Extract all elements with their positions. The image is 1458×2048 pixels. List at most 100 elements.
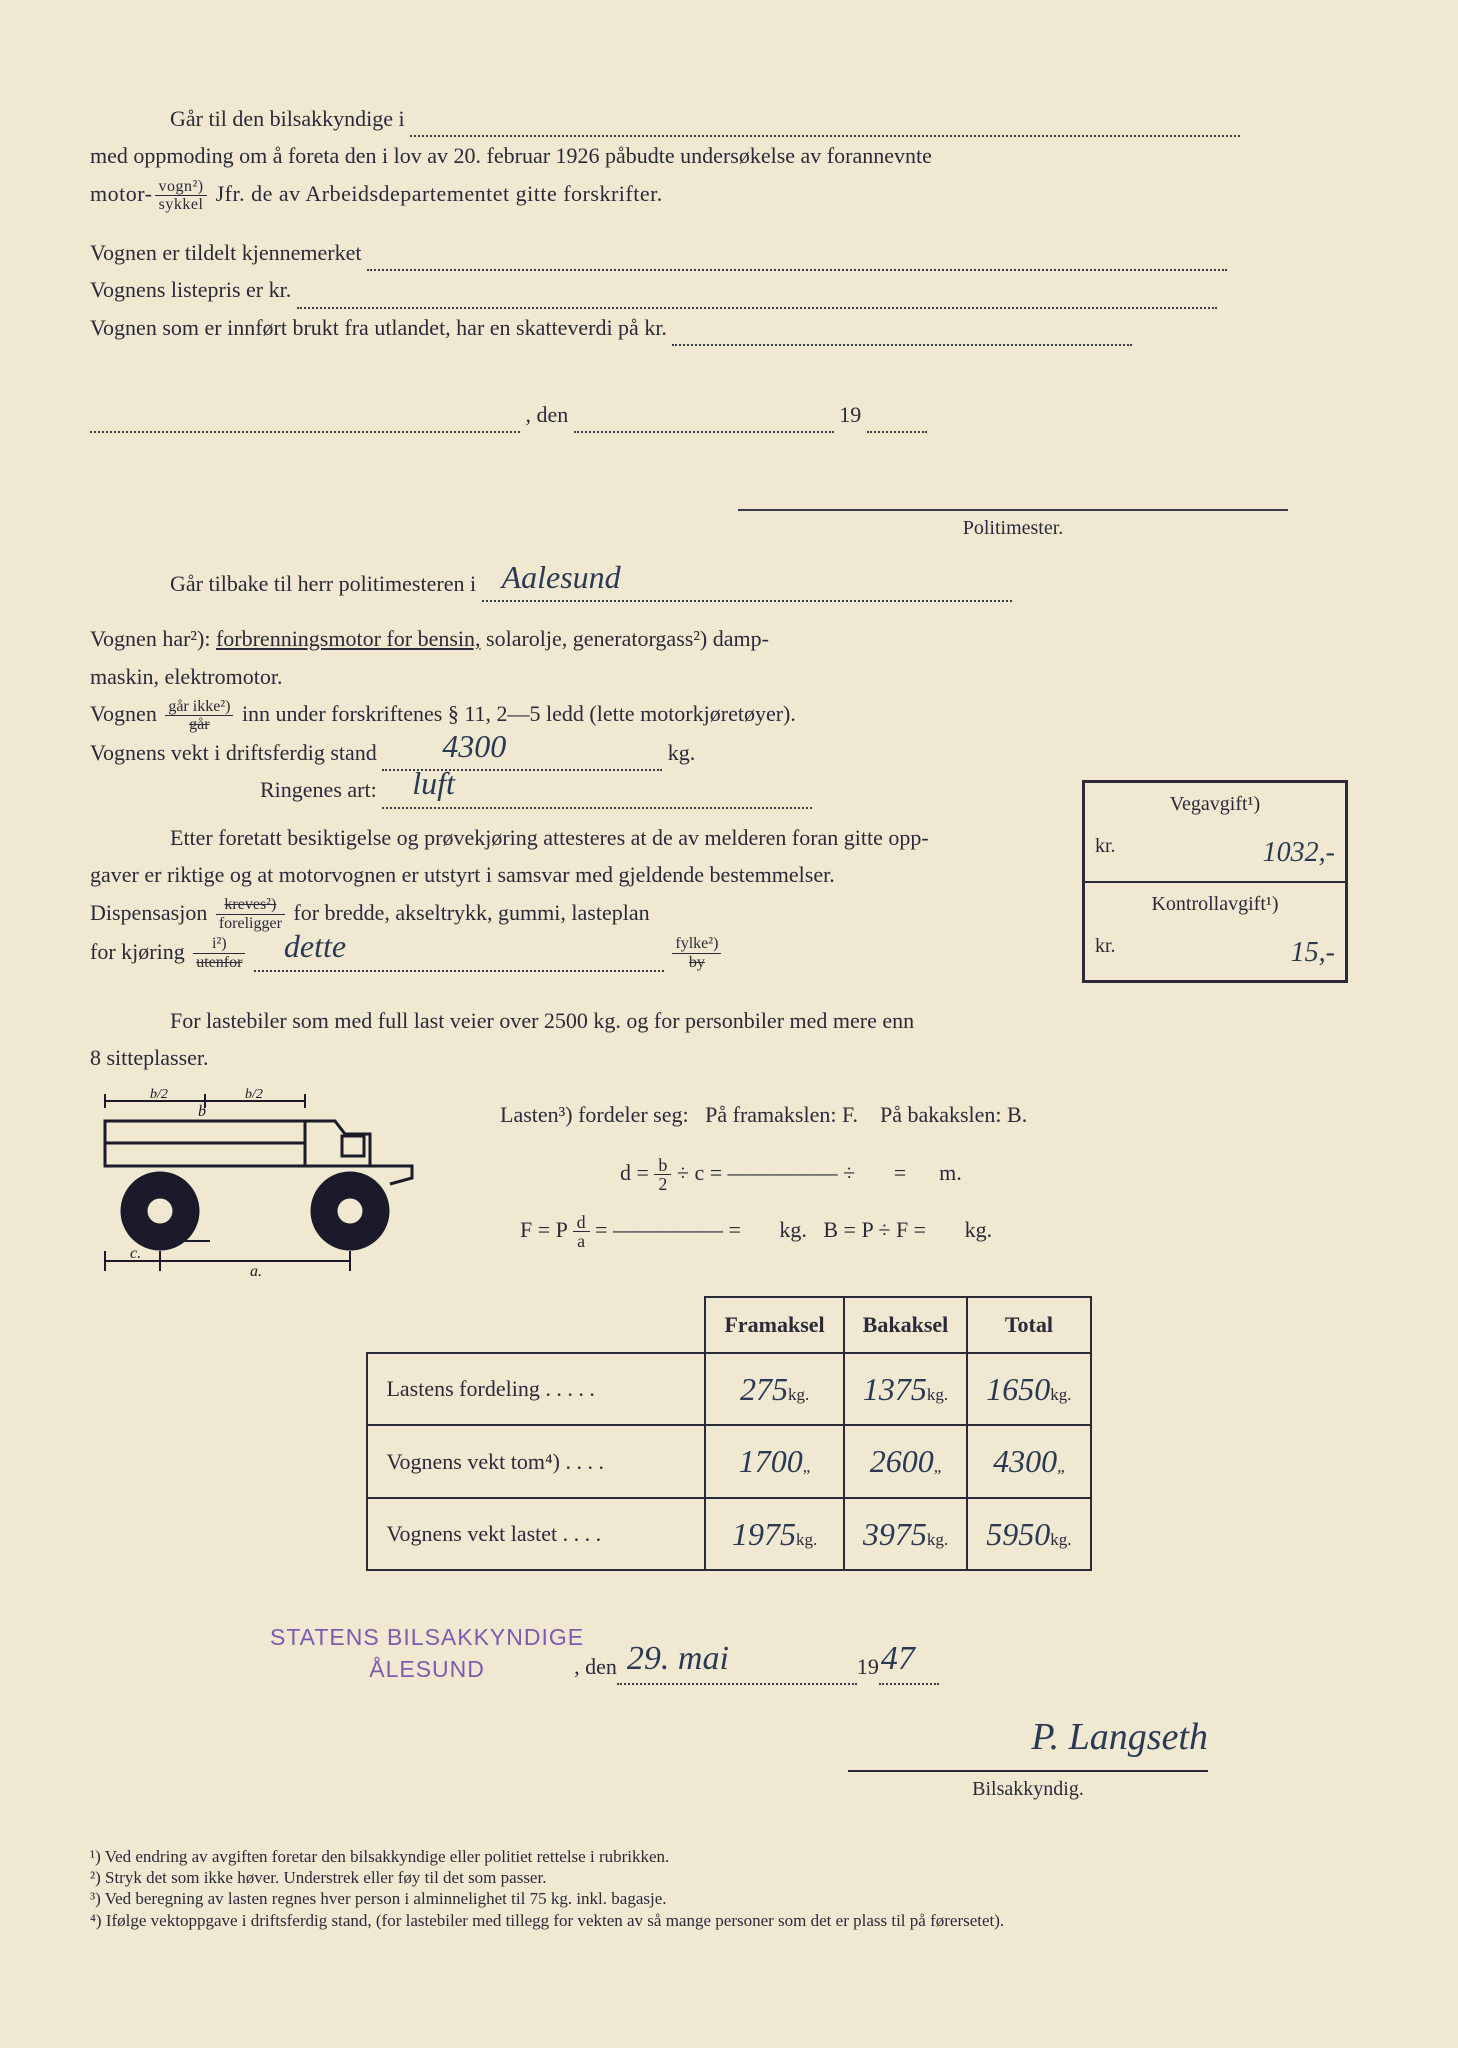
unit: „ [934, 1457, 942, 1476]
field-kjoring: dette [254, 948, 664, 972]
table-row: Vognens vekt tom⁴) . . . . 1700„ 2600„ 4… [367, 1425, 1090, 1497]
row1-label: Lastens fordeling . . . . . [367, 1353, 705, 1425]
val: 3975 [863, 1516, 927, 1552]
val: 1975 [732, 1516, 796, 1552]
handwritten-year: 47 [881, 1630, 915, 1688]
cell: 4300„ [967, 1425, 1090, 1497]
text: Vognens vekt i driftsferdig stand [90, 740, 377, 765]
text: 19 [839, 402, 861, 427]
frac-bot: by [672, 954, 721, 972]
text: Dispensasjon [90, 900, 213, 925]
para2-line2b: maskin, elektromotor. [90, 658, 1368, 695]
frac-bot: foreligger [216, 915, 285, 933]
underlined-motor: forbrenningsmotor for bensin, [216, 626, 481, 651]
truck-diagram: c. a. d b/2 b/2 b [90, 1086, 460, 1276]
field-ringenes: luft [382, 785, 812, 809]
text: Vognen er tildelt kjennemerket [90, 240, 361, 265]
cell: 2600„ [844, 1425, 968, 1497]
kr: kr. [1095, 829, 1116, 877]
para3-intro-b: 8 sitteplasser. [90, 1039, 1368, 1076]
footnote-4: ⁴) Ifølge vektoppgave i driftsferdig sta… [90, 1910, 1368, 1931]
svg-text:b: b [198, 1103, 206, 1120]
text: Jfr. de av Arbeidsdepartementet gitte fo… [210, 181, 663, 206]
unit: „ [1057, 1457, 1065, 1476]
unit: kg. [927, 1385, 948, 1404]
val: 275 [740, 1371, 788, 1407]
blank-field [90, 409, 520, 433]
text: maskin, elektromotor. [90, 664, 282, 689]
svg-text:a.: a. [250, 1263, 262, 1276]
unit: kg. [796, 1530, 817, 1549]
signature-block: STATENS BILSAKKYNDIGE ÅLESUND , den 29. … [90, 1621, 1368, 1685]
signature-area: P. Langseth Bilsakkyndig. [90, 1705, 1368, 1806]
text: kg. [668, 740, 696, 765]
cell: 5950kg. [967, 1498, 1090, 1570]
footnotes: ¹) Ved endring av avgiften foretar den b… [90, 1846, 1368, 1931]
unit: kg. [1050, 1530, 1071, 1549]
field-politimester-sted: Aalesund [482, 578, 1012, 602]
text: På bakakslen: B. [880, 1102, 1027, 1127]
stamp: STATENS BILSAKKYNDIGE ÅLESUND [270, 1621, 584, 1685]
text: På framakslen: F. [705, 1102, 858, 1127]
blank-field [367, 247, 1227, 271]
frac-bot: utenfor [193, 954, 245, 972]
text: Vognens listepris er kr. [90, 277, 291, 302]
text: motor- [90, 181, 152, 206]
text: Ringenes art: [260, 777, 377, 802]
vegavgift-value: 1032,- [1263, 829, 1335, 877]
year-field: 47 [879, 1661, 939, 1685]
vegavgift-val-row: kr. 1032,- [1085, 825, 1345, 883]
svg-text:d: d [180, 1225, 189, 1242]
col-framaksel: Framaksel [705, 1297, 843, 1352]
unit: „ [803, 1457, 811, 1476]
val: 5950 [986, 1516, 1050, 1552]
para1-line4: Vognen er tildelt kjennemerket [90, 234, 1368, 271]
fraction-gaar: går ikke²)går [165, 698, 233, 734]
signature-line [738, 487, 1288, 511]
politimester-label: Politimester. [738, 511, 1288, 545]
cell: 1975kg. [705, 1498, 843, 1570]
vegavgift-label: Vegavgift¹) [1170, 787, 1260, 821]
frac-bot: sykkel [155, 196, 206, 214]
stamp-line2: ÅLESUND [270, 1653, 584, 1685]
text: for kjøring [90, 939, 190, 964]
text: Går til den bilsakkyndige i [170, 106, 405, 131]
table-row: Vognens vekt lastet . . . . 1975kg. 3975… [367, 1498, 1090, 1570]
frac-top: vogn²) [155, 178, 206, 197]
role-label: Bilsakkyndig. [848, 1772, 1208, 1806]
para1-line6: Vognen som er innført brukt fra utlandet… [90, 309, 1368, 346]
handwritten-luft: luft [412, 756, 455, 810]
text: 8 sitteplasser. [90, 1045, 209, 1070]
unit: kg. [788, 1385, 809, 1404]
kontroll-val-row: kr. 15,- [1085, 925, 1345, 981]
kr: kr. [1095, 929, 1116, 977]
svg-text:c.: c. [130, 1245, 141, 1262]
fraction-vogn-sykkel: vogn²)sykkel [155, 178, 206, 214]
text: For lastebiler som med full last veier o… [170, 1008, 914, 1033]
cell: 1375kg. [844, 1353, 968, 1425]
cell: 1700„ [705, 1425, 843, 1497]
unit: kg. [927, 1530, 948, 1549]
val: 4300 [993, 1443, 1057, 1479]
val: 1375 [863, 1371, 927, 1407]
fee-box: Vegavgift¹) kr. 1032,- Kontrollavgift¹) … [1082, 780, 1348, 983]
val: 2600 [870, 1443, 934, 1479]
blank-field [867, 409, 927, 433]
text: solarolje, generatorgass²) damp- [481, 626, 769, 651]
text: Lasten³) fordeler seg: [500, 1102, 689, 1127]
footnote-1: ¹) Ved endring av avgiften foretar den b… [90, 1846, 1368, 1867]
fraction-fylkeby: fylke²)by [672, 935, 721, 971]
frac-top: kreves²) [216, 896, 285, 915]
document-page: Går til den bilsakkyndige i med oppmodin… [0, 0, 1458, 2048]
row2-label: Vognens vekt tom⁴) . . . . [367, 1425, 705, 1497]
kontroll-label: Kontrollavgift¹) [1151, 887, 1278, 921]
truck-and-formula-row: c. a. d b/2 b/2 b Lasten³) fordeler seg:… [90, 1086, 1368, 1276]
text: Etter foretatt besiktigelse og prøvekjør… [170, 825, 929, 850]
footnote-3: ³) Ved beregning av lasten regnes hver p… [90, 1888, 1368, 1909]
para1-line1: Går til den bilsakkyndige i [90, 100, 1368, 137]
val: 1700 [739, 1443, 803, 1479]
formula-block: Lasten³) fordeler seg: På framakslen: F.… [500, 1086, 1368, 1258]
svg-text:b/2: b/2 [150, 1087, 168, 1102]
stamp-line1: STATENS BILSAKKYNDIGE [270, 1621, 584, 1653]
blank-field [672, 322, 1132, 346]
